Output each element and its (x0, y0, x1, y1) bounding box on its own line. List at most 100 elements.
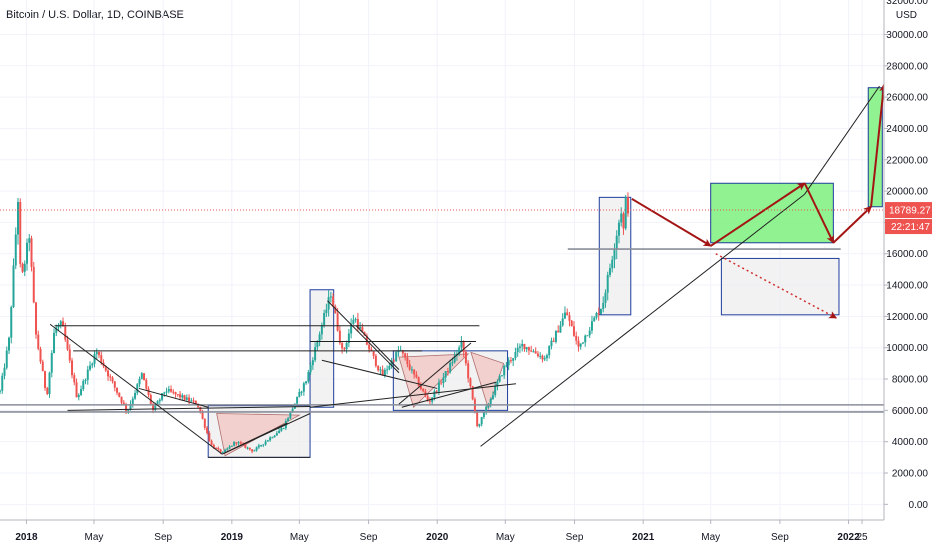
candle-body (201, 412, 204, 419)
candle-body (512, 358, 515, 361)
candle-body (64, 326, 67, 340)
candle-body (235, 442, 238, 444)
candle-body (417, 377, 420, 386)
candle-body (107, 370, 110, 377)
candle-body (147, 388, 150, 395)
price-tick-label: 20000.00 (886, 187, 928, 198)
candle-body (523, 343, 526, 350)
candle-body (498, 375, 501, 382)
candle-body (332, 296, 335, 307)
candle-body (174, 392, 177, 395)
candle-body (14, 234, 17, 266)
candle-body (406, 357, 409, 365)
candle-body (343, 348, 346, 350)
candle-body (271, 437, 274, 439)
candle-body (581, 342, 584, 344)
candle-body (548, 346, 551, 356)
candle-body (586, 335, 589, 337)
price-tick-label: 24000.00 (886, 124, 928, 135)
candle-body (138, 378, 141, 385)
candle-body (476, 412, 479, 427)
candle-body (428, 400, 431, 402)
trend-line (401, 381, 497, 408)
candle-body (307, 372, 310, 382)
candle-body (192, 400, 195, 402)
candle-body (552, 340, 555, 342)
candle-body (323, 313, 326, 326)
candle-body (298, 391, 301, 397)
candle-body (386, 369, 389, 371)
candle-body (30, 238, 33, 267)
candle-body (527, 347, 530, 351)
candle-body (599, 308, 602, 315)
price-tick-label: 12000.00 (886, 312, 928, 323)
candle-body (185, 397, 188, 400)
candle-body (17, 201, 20, 235)
candle-body (374, 355, 377, 366)
candle-body (410, 369, 413, 371)
candle-body (388, 365, 391, 370)
candle-body (613, 249, 616, 260)
candle-body (467, 363, 470, 379)
time-tick-label: Sep (566, 532, 584, 543)
candle-body (615, 235, 618, 250)
candle-body (311, 360, 314, 366)
time-tick-label: May (701, 532, 720, 543)
candle-body (219, 449, 222, 453)
candle-body (478, 424, 481, 427)
candle-body (143, 373, 146, 381)
time-tick-label: May (85, 532, 104, 543)
last-price-tag-bg (885, 202, 932, 219)
candle-body (536, 353, 539, 357)
candle-body (507, 360, 510, 366)
candle-body (203, 418, 206, 428)
candle-body (617, 222, 620, 236)
candle-body (516, 347, 519, 353)
candle-body (140, 373, 143, 379)
candle-body (572, 326, 575, 336)
forecast-arrow (832, 206, 872, 244)
trend-line (138, 387, 209, 408)
candle-body (275, 433, 278, 436)
candle-body (19, 201, 22, 264)
candle-body (518, 346, 521, 348)
trend-line (480, 193, 805, 447)
candle-body (435, 391, 438, 393)
candle-body (356, 319, 359, 329)
candle-body (359, 327, 362, 329)
countdown-value: 22:21:47 (891, 222, 930, 233)
candle-body (534, 351, 537, 354)
candle-body (320, 325, 323, 335)
trend-line (49, 323, 223, 455)
candle-body (620, 213, 623, 223)
candle-body (91, 363, 94, 366)
price-tick-label: 14000.00 (886, 281, 928, 292)
candle-body (395, 352, 398, 361)
candle-body (46, 387, 49, 394)
candle-body (206, 427, 209, 433)
candle-body (460, 341, 463, 348)
candle-body (62, 321, 65, 327)
trend-line (67, 405, 311, 411)
candle-body (543, 358, 546, 360)
candle-body (44, 371, 47, 388)
price-axis[interactable]: 0.00 2000.00 4000.00 6000.00 8000.00 10000.00… (883, 0, 932, 550)
candle-body (442, 377, 445, 384)
candle-body (449, 362, 452, 372)
candle-body (336, 313, 339, 331)
candle-body (41, 361, 44, 372)
price-tick-label: 4000.00 (892, 437, 929, 448)
candle-body (199, 406, 202, 413)
time-tick-label: 2020 (426, 532, 449, 543)
candle-body (154, 404, 157, 410)
trend-line (398, 342, 472, 405)
candle-body (158, 399, 161, 402)
candle-body (273, 435, 276, 438)
candle-body (5, 350, 8, 368)
candle-body (482, 412, 485, 418)
candle-body (379, 369, 382, 371)
time-axis[interactable]: 2018 May Sep 2019 May Sep 2020 May Sep 2021 May Sep… (0, 519, 932, 550)
candle-body (462, 341, 465, 352)
candle-body (444, 371, 447, 378)
